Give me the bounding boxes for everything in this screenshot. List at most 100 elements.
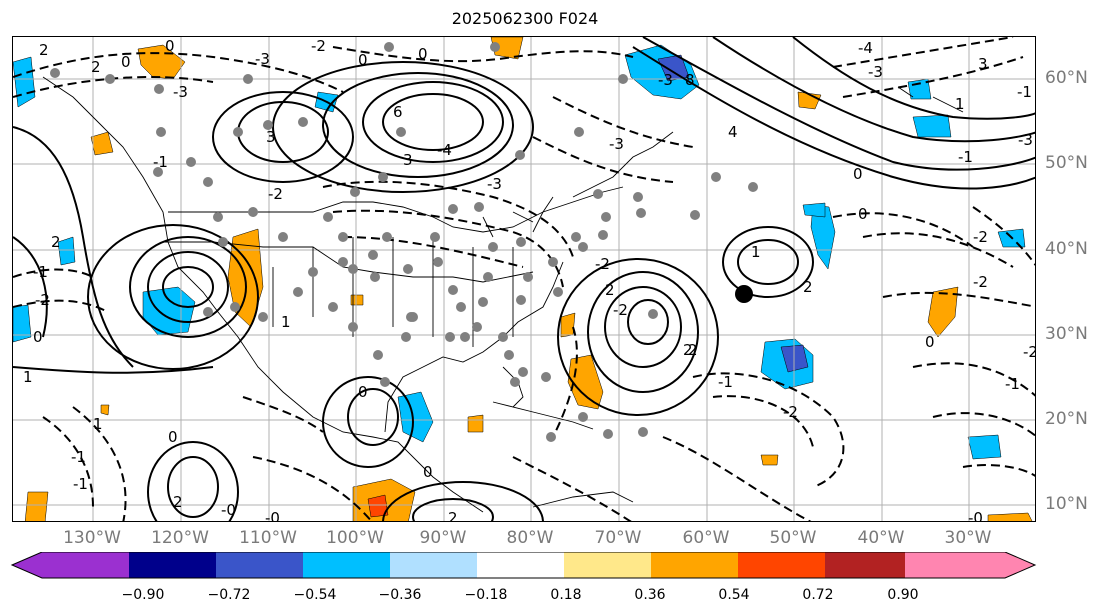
contour-label: -3 xyxy=(1018,131,1033,149)
contour-label: 1 xyxy=(93,415,103,433)
colorbar-tick-label: −0.90 xyxy=(121,587,165,603)
longitude-label: 90°W xyxy=(419,528,467,548)
contour-label: -0 xyxy=(221,501,236,519)
colorbar-min-arrow xyxy=(12,552,42,578)
contour-label: 2 xyxy=(683,341,693,359)
contour-label: 0 xyxy=(858,205,868,223)
colorbar-tick-label: −0.72 xyxy=(207,587,251,603)
contour-label: 0 xyxy=(853,165,863,183)
colorbar-segment xyxy=(42,552,129,578)
longitude-label: 120°W xyxy=(151,528,209,548)
contour-label: 0 xyxy=(121,53,131,71)
contour-label: 0 xyxy=(925,333,935,351)
longitude-label: 30°W xyxy=(944,528,992,548)
contour-label: 0 xyxy=(33,328,43,346)
colorbar-tick-label: 0.18 xyxy=(550,587,582,603)
contour-label: -2 xyxy=(973,273,988,291)
contour-label: -2 xyxy=(783,403,798,421)
contour-label: 2 xyxy=(91,58,101,76)
contour-label: 8 xyxy=(685,71,695,89)
latitude-label: 20°N xyxy=(1045,409,1088,429)
contour-label: -2 xyxy=(35,291,50,309)
colorbar-segment xyxy=(651,552,738,578)
colorbar-tick-label: −0.54 xyxy=(293,587,337,603)
colorbar-segment xyxy=(390,552,477,578)
contour-label: 0 xyxy=(165,37,175,55)
colorbar-segment xyxy=(216,552,303,578)
colorbar xyxy=(10,552,1037,579)
contour-label-layer: 2 2 0 0 -2 -3 -3 6 3 3 -2 -4 -3 0 -3 -3 … xyxy=(23,37,1036,522)
contour-label: 0 xyxy=(418,45,428,63)
contour-label: -2 xyxy=(311,37,326,55)
contour-label: -1 xyxy=(153,153,168,171)
colorbar-segment xyxy=(825,552,905,578)
map-panel[interactable]: 2 2 0 0 -2 -3 -3 6 3 3 -2 -4 -3 0 -3 -3 … xyxy=(12,36,1036,522)
station-markers xyxy=(50,42,758,442)
colorbar-segment xyxy=(303,552,390,578)
contour-label: -1 xyxy=(33,263,48,281)
map-svg: 2 2 0 0 -2 -3 -3 6 3 3 -2 -4 -3 0 -3 -3 … xyxy=(13,37,1036,522)
contour-label: -1 xyxy=(958,148,973,166)
colorbar-tick-label: 0.90 xyxy=(887,587,919,603)
contour-label: 1 xyxy=(955,95,965,113)
contour-label: -4 xyxy=(437,141,452,159)
longitude-label: 110°W xyxy=(239,528,297,548)
contour-label: 4 xyxy=(728,123,738,141)
contour-label: -2 xyxy=(973,228,988,246)
colorbar-tick-label: 0.72 xyxy=(802,587,834,603)
latitude-label: 60°N xyxy=(1045,68,1088,88)
colorbar-tick-label: −0.36 xyxy=(378,587,422,603)
contour-label: -2 xyxy=(595,255,610,273)
contour-label: -1 xyxy=(718,373,733,391)
contour-label: 3 xyxy=(266,128,276,146)
contour-label: -2 xyxy=(268,185,283,203)
contour-label: 2 xyxy=(688,341,698,359)
contour-label: 3 xyxy=(403,151,413,169)
longitude-label: 60°W xyxy=(682,528,730,548)
contour-label: -4 xyxy=(858,39,873,57)
contour-label: 1 xyxy=(751,243,761,261)
contour-label: 2 xyxy=(605,281,615,299)
colorbar-tick-label: −0.18 xyxy=(464,587,508,603)
contour-label: 2 xyxy=(51,233,61,251)
contour-label: 0 xyxy=(358,51,368,69)
contour-label: -1 xyxy=(71,448,86,466)
colorbar-segment xyxy=(905,552,1005,578)
storm-position-marker[interactable] xyxy=(735,285,753,303)
latitude-label: 50°N xyxy=(1045,153,1088,173)
latitude-label: 30°N xyxy=(1045,324,1088,344)
contour-label: -3 xyxy=(609,135,624,153)
contour-label: 2 xyxy=(39,41,49,59)
contour-label: 2 xyxy=(448,509,458,522)
contour-label: -1 xyxy=(73,475,88,493)
contour-label: 3 xyxy=(978,55,988,73)
colorbar-max-arrow xyxy=(1005,552,1035,578)
latitude-label: 10°N xyxy=(1045,494,1088,514)
colorbar-segment xyxy=(129,552,216,578)
contour-label: 0 xyxy=(358,383,368,401)
contour-label: 2 xyxy=(173,493,183,511)
negative-contours xyxy=(13,37,1035,521)
colorbar-tick-label: 0.54 xyxy=(718,587,750,603)
colorbar-segment xyxy=(477,552,564,578)
longitude-label: 100°W xyxy=(326,528,384,548)
contour-label: -1 xyxy=(1017,83,1032,101)
contour-label: 2 xyxy=(803,278,813,296)
map-title: 2025062300 F024 xyxy=(451,9,599,28)
contour-label: -3 xyxy=(487,175,502,193)
contour-label: 0 xyxy=(168,428,178,446)
contour-label: -0 xyxy=(265,509,280,522)
longitude-label: 50°W xyxy=(769,528,817,548)
longitude-label: 130°W xyxy=(63,528,121,548)
longitude-label: 40°W xyxy=(857,528,905,548)
contour-label: -1 xyxy=(1005,375,1020,393)
contour-label: -0 xyxy=(968,509,983,522)
contour-label: -2 xyxy=(1023,343,1036,361)
contour-label: -3 xyxy=(173,83,188,101)
latitude-label: 40°N xyxy=(1045,239,1088,259)
contour-label: -3 xyxy=(255,50,270,68)
shading-layer xyxy=(13,37,1033,521)
contour-label: -3 xyxy=(658,71,673,89)
colorbar-segment xyxy=(564,552,651,578)
contour-label: -3 xyxy=(868,63,883,81)
